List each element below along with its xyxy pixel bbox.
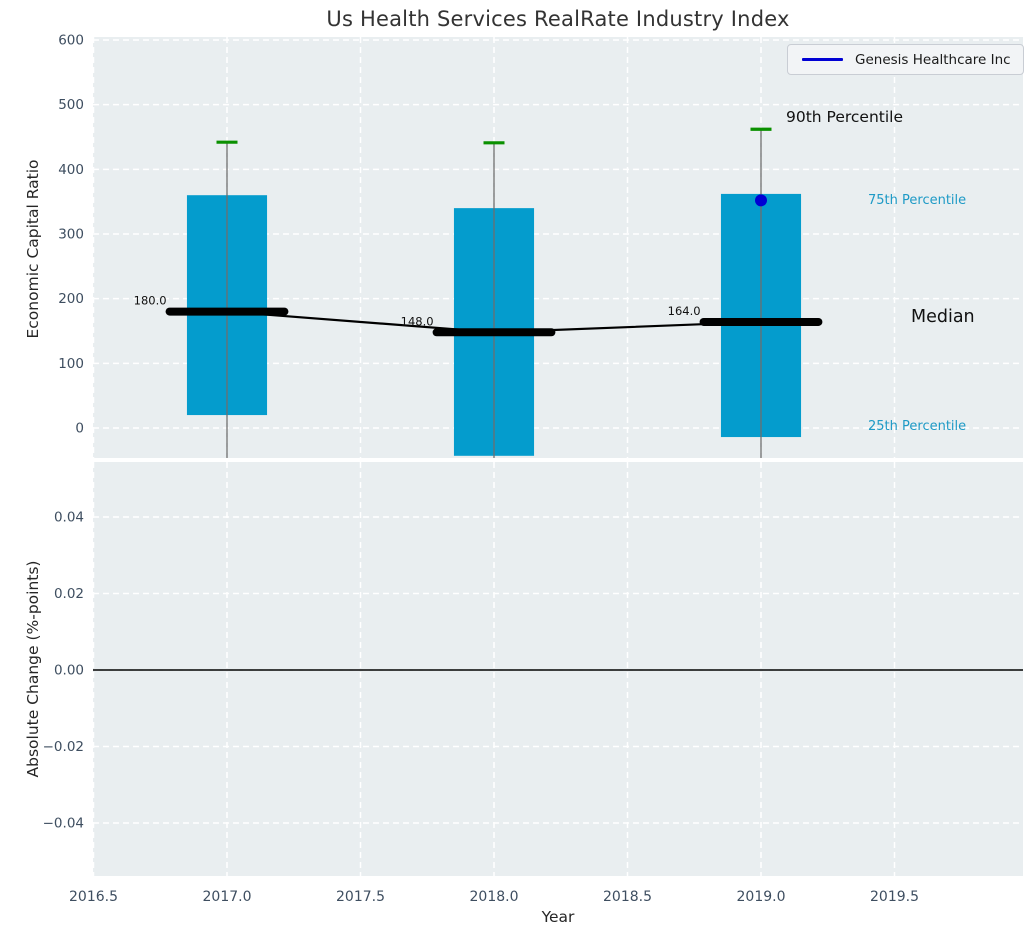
- bottom-y-axis-label: Absolute Change (%-points): [24, 560, 42, 778]
- bottom-ytick-label: −0.04: [43, 816, 84, 832]
- annotation-median: Median: [911, 307, 975, 327]
- x-axis-label: Year: [541, 908, 575, 926]
- top-ytick-label: 200: [58, 291, 84, 307]
- chart-title: Us Health Services RealRate Industry Ind…: [326, 7, 790, 31]
- median-value-label-2019: 164.0: [668, 304, 701, 318]
- xtick-label: 2019.5: [870, 889, 919, 905]
- xtick-label: 2017.0: [203, 889, 252, 905]
- xtick-label: 2018.0: [470, 889, 519, 905]
- legend-box: Genesis Healthcare Inc: [787, 44, 1024, 75]
- median-value-label-2017: 180.0: [134, 294, 167, 308]
- top-y-axis-label: Economic Capital Ratio: [24, 159, 42, 339]
- top-ytick-label: 100: [58, 356, 84, 372]
- annotation-75th-percentile: 75th Percentile: [868, 193, 967, 208]
- xtick-label: 2019.0: [737, 889, 786, 905]
- top-ytick-label: 300: [58, 227, 84, 243]
- annotation-90th-percentile: 90th Percentile: [786, 108, 904, 126]
- top-ytick-label: 500: [58, 97, 84, 113]
- bottom-ytick-label: 0.02: [54, 586, 84, 602]
- top-ytick-label: 600: [58, 33, 84, 49]
- top-ytick-label: 0: [75, 421, 84, 437]
- xtick-label: 2016.5: [69, 889, 118, 905]
- xtick-label: 2018.5: [603, 889, 652, 905]
- bottom-ytick-label: 0.00: [54, 663, 84, 679]
- bottom-ytick-label: 0.04: [54, 510, 84, 526]
- bottom-ytick-label: −0.02: [43, 739, 84, 755]
- company-data-point: [755, 194, 767, 207]
- xtick-label: 2017.5: [336, 889, 385, 905]
- median-value-label-2018: 148.0: [401, 314, 434, 328]
- legend-series-label: Genesis Healthcare Inc: [855, 51, 1011, 68]
- bottom-panel-background: [93, 462, 1023, 876]
- top-ytick-label: 400: [58, 162, 84, 178]
- legend-line-sample-icon: [802, 57, 843, 62]
- annotation-25th-percentile: 25th Percentile: [868, 419, 967, 434]
